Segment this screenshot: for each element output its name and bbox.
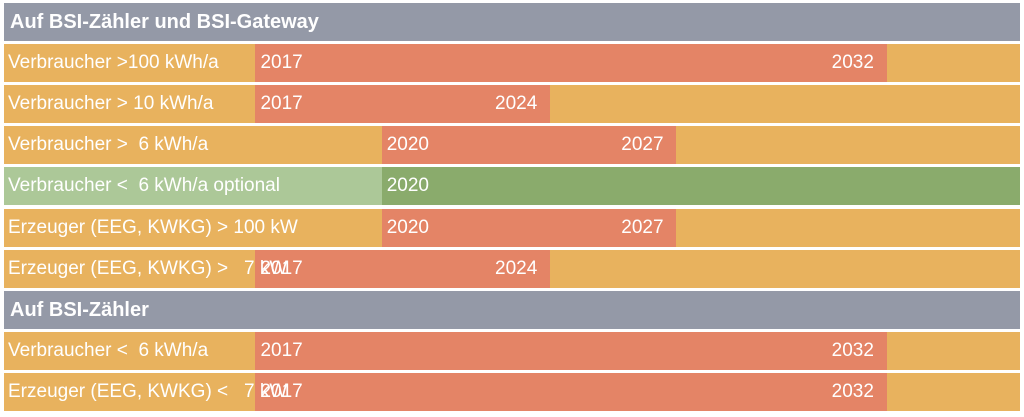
timeline-row: Verbraucher > 6 kWh/a 2020 2027 xyxy=(4,126,1020,165)
period-bar xyxy=(381,126,677,165)
period-bar xyxy=(255,249,551,288)
row-label: Verbraucher > 6 kWh/a xyxy=(8,134,209,156)
start-year-label: 2017 xyxy=(260,52,303,74)
row-label: Verbraucher > 10 kWh/a xyxy=(8,93,214,115)
section-header: Auf BSI-Zähler xyxy=(4,290,1020,329)
period-bar xyxy=(255,372,887,411)
start-year-label: 2017 xyxy=(260,339,303,361)
timeline-row: Erzeuger (EEG, KWKG) > 7 kW 2017 2024 xyxy=(4,249,1020,288)
row-label: Erzeuger (EEG, KWKG) > 100 kW xyxy=(8,216,298,238)
timeline-row: Verbraucher >100 kWh/a 2017 2032 xyxy=(4,44,1020,83)
optional-background xyxy=(4,167,382,206)
end-year-label: 2032 xyxy=(831,52,874,74)
optional-bar xyxy=(381,167,1020,206)
end-year-label: 2027 xyxy=(621,134,664,156)
start-year-label: 2020 xyxy=(386,134,429,156)
period-bar xyxy=(381,208,677,247)
period-bar xyxy=(255,331,887,370)
section-title: Auf BSI-Zähler xyxy=(10,298,149,321)
start-year-label: 2017 xyxy=(260,257,303,279)
start-year-label: 2020 xyxy=(386,175,429,197)
section-header: Auf BSI-Zähler und BSI-Gateway xyxy=(4,3,1020,41)
timeline-row: Erzeuger (EEG, KWKG) > 100 kW 2020 2027 xyxy=(4,208,1020,247)
timeline-row: Erzeuger (EEG, KWKG) < 7 kW 2017 2032 xyxy=(4,372,1020,411)
row-label: Verbraucher >100 kWh/a xyxy=(8,52,219,74)
start-year-label: 2017 xyxy=(260,93,303,115)
timeline-row: Verbraucher < 6 kWh/a 2017 2032 xyxy=(4,331,1020,370)
end-year-label: 2032 xyxy=(831,339,874,361)
row-label: Verbraucher < 6 kWh/a xyxy=(8,339,209,361)
start-year-label: 2017 xyxy=(260,380,303,402)
end-year-label: 2032 xyxy=(831,380,874,402)
row-label: Erzeuger (EEG, KWKG) > 7 kW xyxy=(8,257,288,279)
period-bar xyxy=(255,85,551,124)
timeline-row: Verbraucher < 6 kWh/a optional 2020 xyxy=(4,167,1020,206)
period-bar xyxy=(255,44,887,83)
row-label: Verbraucher < 6 kWh/a optional xyxy=(8,175,280,197)
section-title: Auf BSI-Zähler und BSI-Gateway xyxy=(10,11,319,33)
end-year-label: 2027 xyxy=(621,216,664,238)
end-year-label: 2024 xyxy=(495,257,538,279)
timeline-row: Verbraucher > 10 kWh/a 2017 2024 xyxy=(4,85,1020,124)
end-year-label: 2024 xyxy=(495,93,538,115)
row-label: Erzeuger (EEG, KWKG) < 7 kW xyxy=(8,380,288,402)
start-year-label: 2020 xyxy=(386,216,429,238)
